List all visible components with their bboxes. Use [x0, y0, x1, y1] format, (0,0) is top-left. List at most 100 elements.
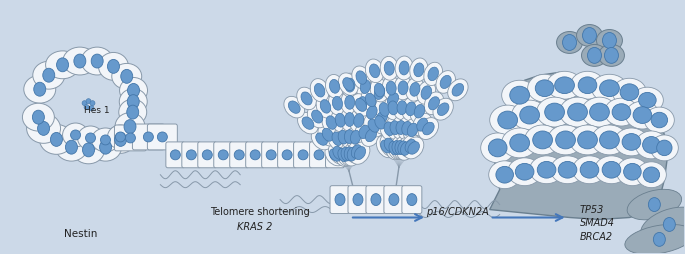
Ellipse shape	[338, 148, 349, 162]
Ellipse shape	[371, 111, 390, 134]
Ellipse shape	[582, 27, 597, 43]
Ellipse shape	[547, 71, 582, 99]
Ellipse shape	[40, 124, 73, 154]
Ellipse shape	[525, 125, 560, 155]
Text: Hes 1: Hes 1	[84, 106, 110, 115]
Ellipse shape	[62, 123, 88, 147]
FancyBboxPatch shape	[294, 142, 312, 168]
Ellipse shape	[407, 194, 417, 205]
Ellipse shape	[326, 116, 336, 129]
Ellipse shape	[595, 156, 628, 184]
Ellipse shape	[582, 44, 608, 66]
Ellipse shape	[535, 80, 554, 97]
Ellipse shape	[398, 117, 416, 140]
Ellipse shape	[350, 142, 370, 164]
Ellipse shape	[384, 138, 395, 152]
Ellipse shape	[412, 113, 432, 136]
Ellipse shape	[398, 141, 408, 155]
Ellipse shape	[234, 150, 244, 160]
Ellipse shape	[338, 73, 358, 95]
Ellipse shape	[573, 156, 606, 184]
Ellipse shape	[335, 113, 345, 127]
Ellipse shape	[568, 103, 588, 121]
Ellipse shape	[186, 150, 197, 160]
Ellipse shape	[46, 51, 79, 79]
Ellipse shape	[569, 125, 606, 155]
Ellipse shape	[515, 163, 534, 180]
Ellipse shape	[311, 128, 332, 150]
Ellipse shape	[334, 143, 353, 166]
Ellipse shape	[33, 61, 64, 89]
Ellipse shape	[365, 59, 384, 83]
Ellipse shape	[496, 166, 514, 183]
Ellipse shape	[115, 113, 145, 140]
Ellipse shape	[73, 136, 105, 164]
Ellipse shape	[108, 125, 134, 149]
Ellipse shape	[353, 194, 363, 205]
Ellipse shape	[604, 47, 619, 63]
Ellipse shape	[395, 140, 405, 154]
FancyBboxPatch shape	[330, 186, 350, 214]
Ellipse shape	[310, 79, 329, 102]
Ellipse shape	[433, 98, 453, 120]
Ellipse shape	[406, 77, 424, 101]
Ellipse shape	[354, 147, 366, 160]
Ellipse shape	[347, 140, 366, 163]
Ellipse shape	[533, 131, 553, 149]
Ellipse shape	[580, 161, 599, 178]
Ellipse shape	[119, 99, 147, 125]
Text: TP53: TP53	[580, 204, 604, 215]
Ellipse shape	[591, 125, 627, 155]
Ellipse shape	[410, 58, 428, 82]
Ellipse shape	[337, 142, 356, 166]
Ellipse shape	[338, 130, 348, 144]
Ellipse shape	[537, 161, 556, 178]
FancyBboxPatch shape	[114, 125, 147, 151]
Ellipse shape	[423, 122, 434, 135]
Ellipse shape	[202, 150, 212, 160]
Ellipse shape	[582, 97, 617, 127]
Ellipse shape	[663, 217, 675, 231]
Ellipse shape	[612, 78, 647, 106]
Ellipse shape	[510, 86, 530, 104]
Ellipse shape	[498, 111, 518, 129]
Ellipse shape	[27, 114, 60, 143]
Ellipse shape	[361, 88, 380, 112]
Ellipse shape	[328, 91, 347, 115]
Ellipse shape	[510, 134, 530, 152]
Ellipse shape	[562, 35, 577, 51]
FancyBboxPatch shape	[310, 142, 329, 168]
Ellipse shape	[119, 89, 147, 115]
Ellipse shape	[622, 134, 640, 150]
Circle shape	[84, 105, 89, 109]
Ellipse shape	[536, 97, 573, 127]
Ellipse shape	[91, 54, 103, 68]
Ellipse shape	[390, 121, 400, 135]
Ellipse shape	[599, 80, 619, 97]
Ellipse shape	[488, 161, 521, 189]
Ellipse shape	[302, 117, 314, 129]
Ellipse shape	[121, 69, 133, 83]
Ellipse shape	[638, 92, 656, 108]
Ellipse shape	[408, 123, 418, 137]
Ellipse shape	[371, 194, 381, 205]
Ellipse shape	[481, 133, 514, 163]
Ellipse shape	[329, 142, 348, 164]
Ellipse shape	[410, 100, 429, 123]
Ellipse shape	[266, 150, 276, 160]
Ellipse shape	[86, 133, 95, 143]
Ellipse shape	[320, 100, 331, 113]
Ellipse shape	[127, 95, 139, 108]
Ellipse shape	[63, 47, 97, 75]
Ellipse shape	[308, 105, 327, 128]
Ellipse shape	[645, 107, 674, 133]
Ellipse shape	[341, 147, 351, 161]
Ellipse shape	[599, 131, 619, 149]
Ellipse shape	[347, 125, 364, 149]
Ellipse shape	[591, 74, 627, 102]
Ellipse shape	[374, 83, 384, 97]
Ellipse shape	[57, 58, 68, 72]
Ellipse shape	[625, 101, 660, 129]
Ellipse shape	[124, 120, 136, 134]
Text: KRAS 2: KRAS 2	[238, 223, 273, 232]
